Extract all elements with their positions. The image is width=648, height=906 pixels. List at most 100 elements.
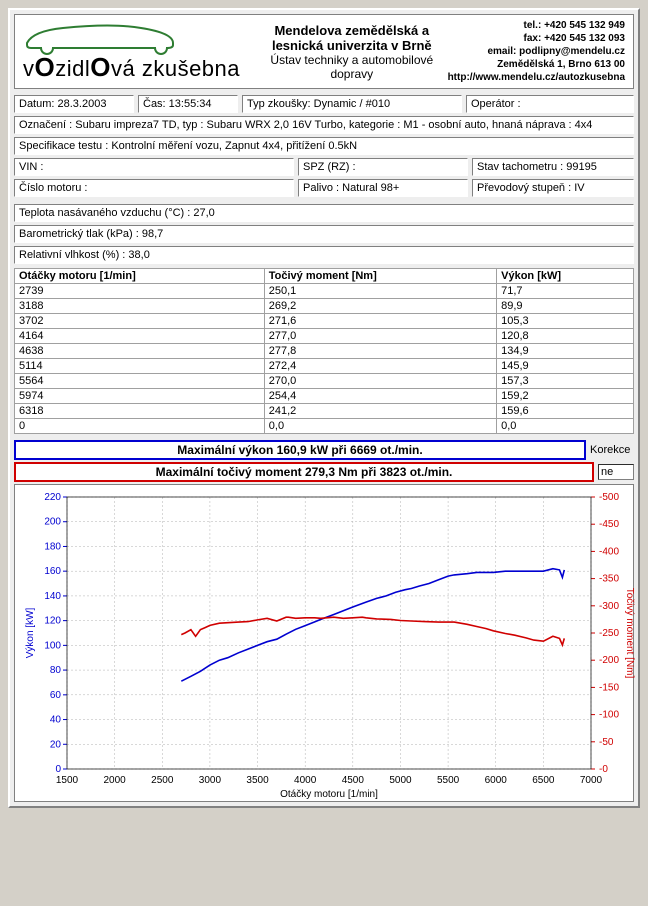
field-cas: Čas: 13:55:34 xyxy=(138,95,238,113)
contact-url: http://www.mendelu.cz/autozkusebna xyxy=(448,71,625,84)
dyno-chart: 1500200025003000350040004500500055006000… xyxy=(19,489,637,799)
svg-text:-300: -300 xyxy=(599,601,619,612)
table-row: 5974254,4159,2 xyxy=(15,389,634,404)
max-torque-box: Maximální točivý moment 279,3 Nm při 382… xyxy=(14,462,594,482)
svg-text:-0: -0 xyxy=(599,764,608,775)
table-row: 4638277,8134,9 xyxy=(15,344,634,359)
contact-tel: tel.: +420 545 132 949 xyxy=(448,19,625,32)
table-header: Točivý moment [Nm] xyxy=(264,269,496,284)
table-cell: 5564 xyxy=(15,374,265,389)
korekce-label: Korekce xyxy=(590,444,634,456)
svg-text:120: 120 xyxy=(44,616,61,627)
table-cell: 269,2 xyxy=(264,299,496,314)
svg-text:7000: 7000 xyxy=(580,775,603,786)
svg-text:3000: 3000 xyxy=(199,775,222,786)
table-cell: 120,8 xyxy=(497,329,634,344)
table-row: 2739250,171,7 xyxy=(15,284,634,299)
table-cell: 272,4 xyxy=(264,359,496,374)
table-cell: 2739 xyxy=(15,284,265,299)
svg-text:-450: -450 xyxy=(599,519,619,530)
table-cell: 241,2 xyxy=(264,404,496,419)
svg-text:40: 40 xyxy=(50,715,62,726)
table-cell: 105,3 xyxy=(497,314,634,329)
svg-text:-150: -150 xyxy=(599,682,619,693)
chart-container: 1500200025003000350040004500500055006000… xyxy=(14,484,634,802)
field-operator: Operátor : xyxy=(466,95,634,113)
field-palivo: Palivo : Natural 98+ xyxy=(298,179,468,197)
table-cell: 4638 xyxy=(15,344,265,359)
field-baro: Barometrický tlak (kPa) : 98,7 xyxy=(14,225,634,243)
table-row: 00,00,0 xyxy=(15,419,634,434)
table-cell: 270,0 xyxy=(264,374,496,389)
field-motor: Číslo motoru : xyxy=(14,179,294,197)
table-row: 3188269,289,9 xyxy=(15,299,634,314)
table-cell: 159,6 xyxy=(497,404,634,419)
svg-text:-50: -50 xyxy=(599,737,614,748)
contact-addr: Zemědělská 1, Brno 613 00 xyxy=(448,58,625,71)
svg-text:100: 100 xyxy=(44,640,61,651)
svg-text:160: 160 xyxy=(44,566,61,577)
data-table: Otáčky motoru [1/min]Točivý moment [Nm]V… xyxy=(14,268,634,434)
table-cell: 254,4 xyxy=(264,389,496,404)
table-cell: 71,7 xyxy=(497,284,634,299)
table-cell: 271,6 xyxy=(264,314,496,329)
table-cell: 5974 xyxy=(15,389,265,404)
svg-text:Otáčky motoru [1/min]: Otáčky motoru [1/min] xyxy=(280,789,378,799)
field-tach: Stav tachometru : 99195 xyxy=(472,158,634,176)
table-cell: 134,9 xyxy=(497,344,634,359)
field-prevod: Převodový stupeň : IV xyxy=(472,179,634,197)
table-row: 3702271,6105,3 xyxy=(15,314,634,329)
table-cell: 5114 xyxy=(15,359,265,374)
table-cell: 250,1 xyxy=(264,284,496,299)
svg-text:2000: 2000 xyxy=(104,775,127,786)
max-power-box: Maximální výkon 160,9 kW při 6669 ot./mi… xyxy=(14,440,586,460)
svg-text:-400: -400 xyxy=(599,546,619,557)
field-vin: VIN : xyxy=(14,158,294,176)
svg-text:-200: -200 xyxy=(599,655,619,666)
table-cell: 157,3 xyxy=(497,374,634,389)
field-spz: SPZ (RZ) : xyxy=(298,158,468,176)
svg-text:6500: 6500 xyxy=(532,775,555,786)
svg-text:220: 220 xyxy=(44,492,61,503)
field-oznaceni: Označení : Subaru impreza7 TD, typ : Sub… xyxy=(14,116,634,134)
table-header: Výkon [kW] xyxy=(497,269,634,284)
svg-text:-500: -500 xyxy=(599,492,619,503)
svg-text:140: 140 xyxy=(44,591,61,602)
svg-text:5000: 5000 xyxy=(389,775,412,786)
table-row: 6318241,2159,6 xyxy=(15,404,634,419)
field-typ-zk: Typ zkoušky: Dynamic / #010 xyxy=(242,95,462,113)
table-row: 5114272,4145,9 xyxy=(15,359,634,374)
logo: vOzidlOvá zkušebna xyxy=(23,21,240,83)
table-header: Otáčky motoru [1/min] xyxy=(15,269,265,284)
svg-text:Výkon [kW]: Výkon [kW] xyxy=(25,608,36,659)
header-titles: Mendelova zemědělská a lesnická univerzi… xyxy=(256,23,448,81)
svg-text:Točivý moment [Nm]: Točivý moment [Nm] xyxy=(624,588,635,679)
svg-text:3500: 3500 xyxy=(246,775,269,786)
report-panel: vOzidlOvá zkušebna Mendelova zemědělská … xyxy=(8,8,640,808)
svg-text:5500: 5500 xyxy=(437,775,460,786)
table-cell: 0,0 xyxy=(264,419,496,434)
table-cell: 4164 xyxy=(15,329,265,344)
field-spec: Specifikace testu : Kontrolní měření voz… xyxy=(14,137,634,155)
field-datum: Datum: 28.3.2003 xyxy=(14,95,134,113)
table-cell: 0,0 xyxy=(497,419,634,434)
report-header: vOzidlOvá zkušebna Mendelova zemědělská … xyxy=(14,14,634,89)
dept-title: Ústav techniky a automobilové dopravy xyxy=(256,53,448,81)
svg-text:200: 200 xyxy=(44,517,61,528)
field-vlhkost: Relativní vlhkost (%) : 38,0 xyxy=(14,246,634,264)
table-cell: 145,9 xyxy=(497,359,634,374)
table-row: 5564270,0157,3 xyxy=(15,374,634,389)
table-cell: 277,0 xyxy=(264,329,496,344)
table-cell: 0 xyxy=(15,419,265,434)
svg-text:180: 180 xyxy=(44,541,61,552)
svg-text:6000: 6000 xyxy=(485,775,508,786)
svg-text:0: 0 xyxy=(55,764,61,775)
korekce-value: ne xyxy=(598,464,634,480)
table-cell: 277,8 xyxy=(264,344,496,359)
svg-text:80: 80 xyxy=(50,665,62,676)
svg-text:60: 60 xyxy=(50,690,62,701)
contact-fax: fax: +420 545 132 093 xyxy=(448,32,625,45)
svg-text:-250: -250 xyxy=(599,628,619,639)
table-cell: 3702 xyxy=(15,314,265,329)
header-contact: tel.: +420 545 132 949 fax: +420 545 132… xyxy=(448,19,625,84)
